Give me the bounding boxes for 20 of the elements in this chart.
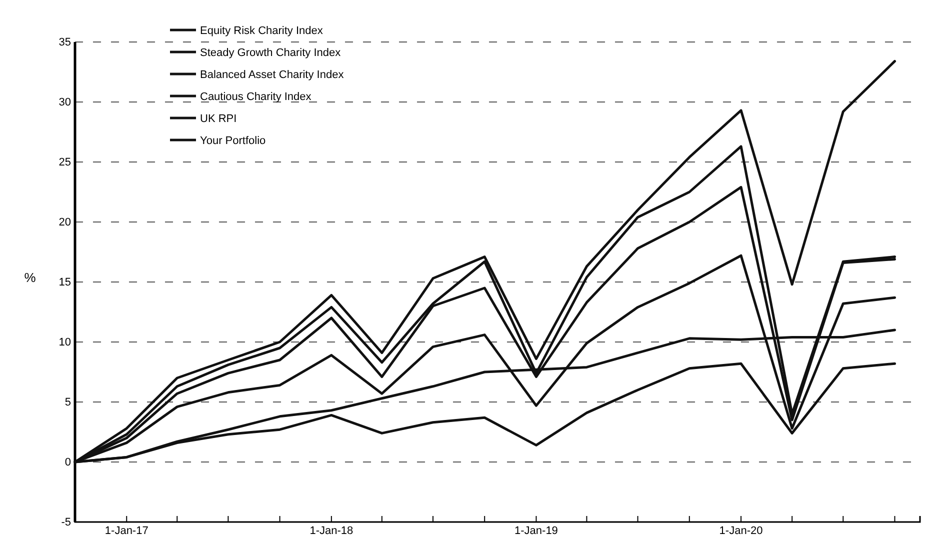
legend-label: UK RPI bbox=[200, 113, 237, 125]
y-axis-title: % bbox=[24, 270, 36, 285]
y-tick-label: 10 bbox=[58, 336, 71, 349]
y-tick-label: -5 bbox=[61, 516, 71, 529]
legend-label: Equity Risk Charity Index bbox=[200, 25, 324, 37]
x-tick-label: 1-Jan-20 bbox=[719, 524, 763, 537]
y-tick-label: 5 bbox=[64, 396, 71, 409]
legend-label: Your Portfolio bbox=[200, 135, 266, 147]
y-tick-label: 35 bbox=[58, 36, 71, 49]
x-tick-label: 1-Jan-19 bbox=[514, 524, 558, 537]
legend-label: Cautious Charity Index bbox=[200, 91, 312, 103]
legend-label: Steady Growth Charity Index bbox=[200, 47, 342, 59]
y-tick-label: 20 bbox=[58, 216, 71, 229]
legend-label: Balanced Asset Charity Index bbox=[200, 69, 344, 81]
y-tick-label: 0 bbox=[64, 456, 71, 469]
x-tick-label: 1-Jan-18 bbox=[310, 524, 354, 537]
x-tick-label: 1-Jan-17 bbox=[104, 524, 148, 537]
y-tick-label: 25 bbox=[58, 156, 71, 169]
y-tick-label: 15 bbox=[58, 276, 71, 289]
y-tick-label: 30 bbox=[58, 96, 71, 109]
